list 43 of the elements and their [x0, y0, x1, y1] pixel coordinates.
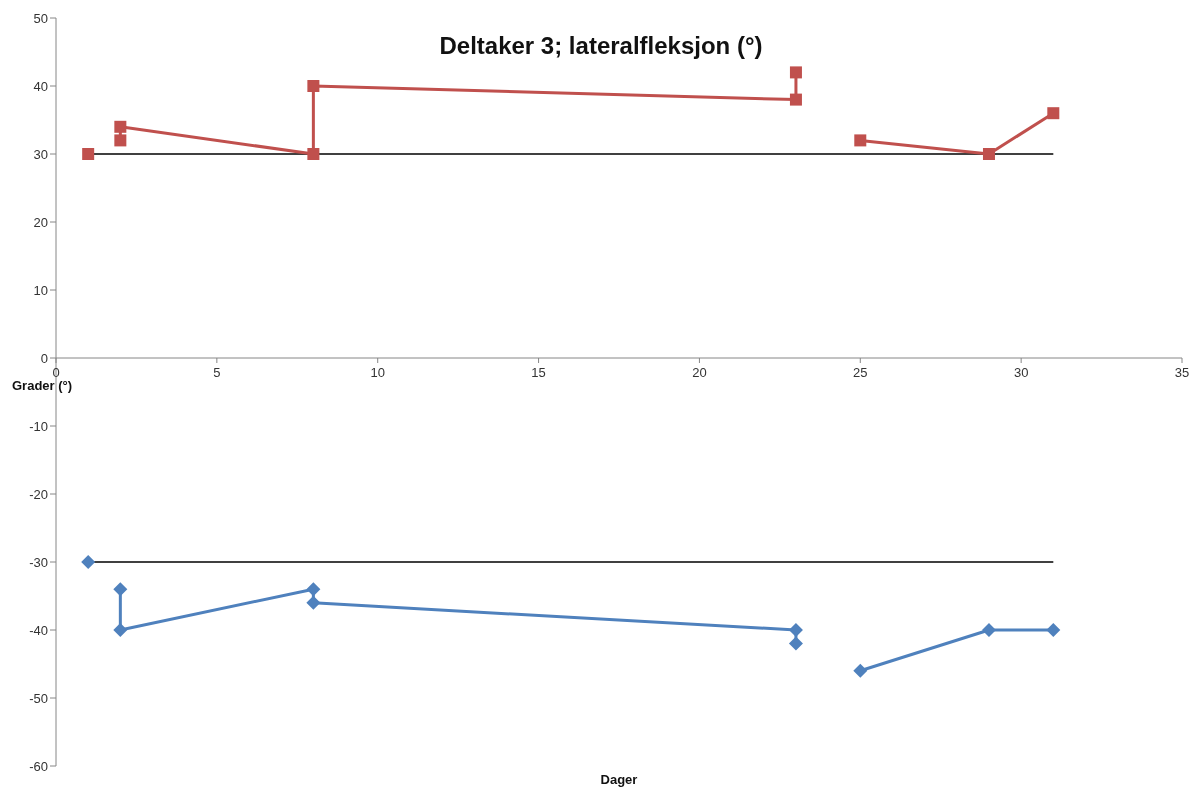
y-tick-label: 20	[33, 214, 48, 230]
text: Deltaker 3; lateralfleksjon (°)	[438, 32, 764, 60]
point	[307, 80, 320, 92]
x-axis-title: Dager	[599, 772, 639, 787]
point	[1047, 107, 1060, 120]
x-tick-label: 10	[370, 365, 385, 380]
x-tick-label: 35	[1174, 365, 1190, 380]
y-axis-title: Grader (°)	[12, 378, 73, 393]
point	[114, 120, 127, 133]
y-tick-label: -60	[29, 758, 48, 774]
point	[981, 623, 996, 637]
point	[854, 134, 867, 147]
x-tick-label: 20	[692, 365, 707, 380]
point	[982, 148, 995, 160]
point	[788, 636, 803, 651]
x-tick-label: 0	[52, 365, 60, 380]
y-tick-label: 40	[33, 78, 48, 94]
x-tick-label: 25	[853, 365, 868, 380]
point	[113, 623, 128, 637]
point	[306, 582, 321, 597]
point	[306, 595, 321, 610]
point	[82, 148, 95, 160]
point	[113, 582, 128, 597]
point	[307, 148, 320, 160]
point	[788, 623, 803, 637]
y-tick-label: 0	[40, 350, 48, 366]
y-tick-label: -20	[29, 486, 48, 502]
y-tick-label: 50	[33, 10, 48, 26]
point	[789, 66, 802, 79]
y-tick-label: 30	[33, 146, 48, 162]
x-tick-label: 5	[213, 365, 221, 380]
x-tick-label: 30	[1013, 365, 1029, 380]
y-tick-label: -10	[29, 418, 48, 434]
y-tick-label: -30	[29, 554, 48, 570]
point	[1046, 623, 1061, 637]
y-tick-label: -40	[29, 622, 48, 638]
y-tick-label: 10	[33, 282, 48, 298]
point	[114, 134, 127, 147]
x-tick-label: 15	[531, 365, 546, 380]
point	[789, 93, 802, 106]
point	[853, 663, 868, 678]
point	[81, 555, 96, 569]
y-tick-label: -50	[29, 690, 48, 706]
